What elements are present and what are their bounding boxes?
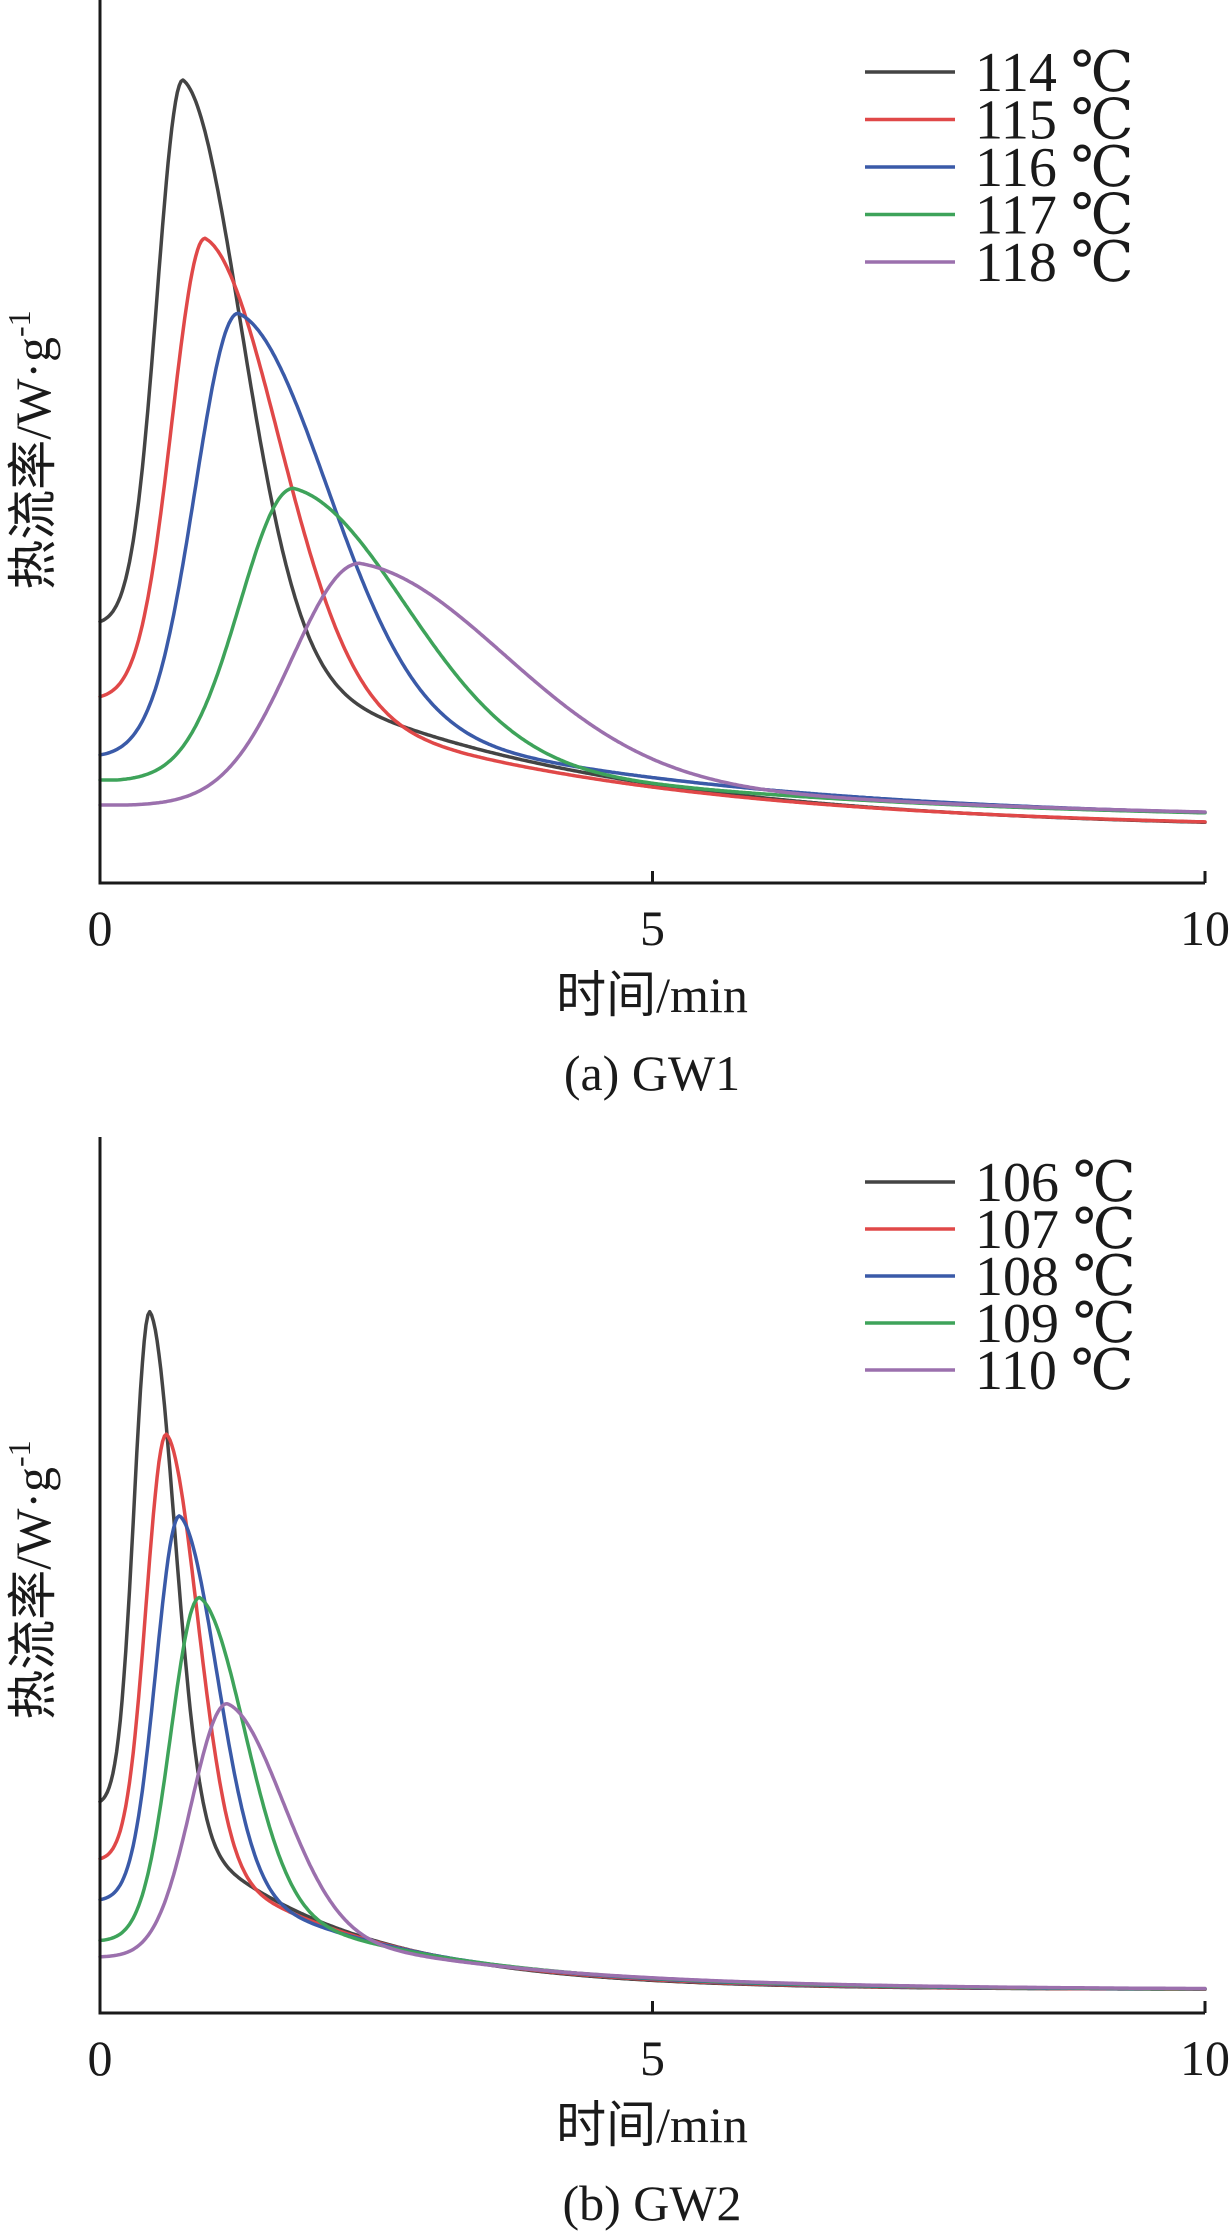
series-line-4 <box>98 561 1207 814</box>
x-tick-label: 5 <box>640 2030 665 2086</box>
legend-label: 108 ℃ <box>975 1246 1136 1308</box>
x-tick-label: 0 <box>88 2030 113 2086</box>
series-line-2 <box>98 1514 1207 1991</box>
legend-label: 117 ℃ <box>975 185 1134 247</box>
series-line-1 <box>98 236 1207 824</box>
series-line-0 <box>98 1309 1207 1991</box>
panel-caption: (a) GW1 <box>564 1045 740 1101</box>
legend-label: 115 ℃ <box>975 90 1134 152</box>
x-ticks: 0 5 10 <box>88 2001 1230 2086</box>
legend-label: 110 ℃ <box>975 1340 1134 1402</box>
series-line-3 <box>98 486 1207 815</box>
legend-label: 114 ℃ <box>975 42 1134 104</box>
series-line-4 <box>98 1701 1207 1991</box>
legend-label: 116 ℃ <box>975 137 1134 199</box>
panel-caption: (b) GW2 <box>562 2175 741 2231</box>
x-ticks: 0 5 10 <box>88 871 1230 956</box>
series-layer <box>98 78 1207 825</box>
x-tick-label: 0 <box>88 900 113 956</box>
series-line-1 <box>98 1432 1207 1991</box>
legend-label: 118 ℃ <box>975 232 1134 294</box>
x-tick-label: 5 <box>640 900 665 956</box>
series-line-3 <box>98 1595 1207 1991</box>
legend-label: 109 ℃ <box>975 1293 1136 1355</box>
x-axis-label: 时间/min <box>556 2097 748 2153</box>
x-axis-label: 时间/min <box>556 967 748 1023</box>
legend-label: 107 ℃ <box>975 1199 1136 1261</box>
series-layer <box>98 1309 1207 1991</box>
y-axis-label: 热流率/W·g-1 <box>1 1440 61 1719</box>
x-tick-label: 10 <box>1180 2030 1230 2086</box>
x-tick-label: 10 <box>1180 900 1230 956</box>
legend-label: 106 ℃ <box>975 1152 1136 1214</box>
y-axis-label: 热流率/W·g-1 <box>1 310 61 589</box>
